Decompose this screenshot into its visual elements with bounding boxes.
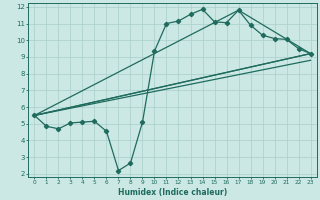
- X-axis label: Humidex (Indice chaleur): Humidex (Indice chaleur): [118, 188, 227, 197]
